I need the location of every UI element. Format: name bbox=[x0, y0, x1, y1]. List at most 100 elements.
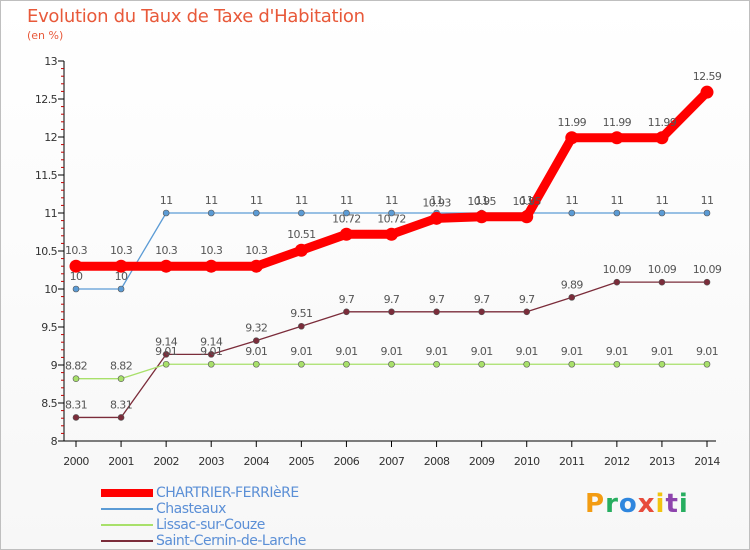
data-label: 10.3 bbox=[65, 244, 88, 257]
data-point bbox=[294, 243, 308, 257]
data-label: 8.31 bbox=[110, 398, 132, 411]
y-tick-label: 11.5 bbox=[35, 169, 58, 182]
data-label: 11.99 bbox=[558, 116, 587, 129]
data-label: 11 bbox=[205, 194, 218, 207]
data-label: 11.99 bbox=[648, 116, 677, 129]
legend-label: Lissac-sur-Couze bbox=[156, 517, 265, 533]
data-label: 9.32 bbox=[245, 322, 267, 335]
y-tick-label: 12 bbox=[44, 131, 57, 144]
data-point bbox=[433, 308, 440, 316]
data-point bbox=[388, 360, 395, 368]
logo-letter: P bbox=[585, 489, 606, 519]
data-label: 9.01 bbox=[335, 345, 357, 358]
data-label: 9.7 bbox=[519, 293, 535, 306]
data-point bbox=[159, 259, 173, 273]
data-label: 9.01 bbox=[290, 345, 312, 358]
legend-swatch bbox=[101, 489, 153, 497]
data-label: 11 bbox=[610, 194, 623, 207]
x-tick-label: 2004 bbox=[243, 455, 269, 468]
data-label: 10.09 bbox=[603, 263, 632, 276]
legend-label: CHARTRIER-FERRIèRE bbox=[156, 485, 299, 501]
x-tick-label: 2012 bbox=[604, 455, 630, 468]
x-tick-label: 2005 bbox=[289, 455, 315, 468]
data-label: 11 bbox=[430, 194, 443, 207]
data-label: 9.01 bbox=[155, 345, 177, 358]
data-label: 10.93 bbox=[422, 196, 451, 209]
data-label: 9.7 bbox=[429, 293, 445, 306]
data-point bbox=[568, 209, 576, 217]
data-point bbox=[388, 209, 395, 217]
y-tick-label: 8.5 bbox=[41, 397, 57, 410]
data-label: 9.7 bbox=[474, 293, 490, 306]
data-point bbox=[430, 211, 444, 225]
data-label: 10.95 bbox=[467, 195, 496, 208]
data-label: 9.01 bbox=[696, 345, 718, 358]
data-label: 8.82 bbox=[65, 360, 87, 373]
x-tick-label: 2011 bbox=[559, 455, 585, 468]
data-point bbox=[658, 278, 666, 286]
data-point bbox=[523, 360, 531, 368]
data-point bbox=[298, 209, 305, 217]
data-label: 10.3 bbox=[245, 244, 268, 257]
data-point bbox=[703, 209, 711, 217]
data-point bbox=[703, 278, 711, 286]
y-tick-label: 10 bbox=[44, 283, 57, 296]
data-label: 9.01 bbox=[606, 345, 628, 358]
data-point bbox=[343, 209, 350, 217]
data-label: 9.7 bbox=[339, 293, 355, 306]
data-point bbox=[613, 360, 621, 368]
data-label: 8.31 bbox=[65, 398, 87, 411]
data-point bbox=[117, 414, 125, 421]
data-point bbox=[568, 294, 576, 301]
logo-letter: i bbox=[678, 489, 689, 519]
x-tick-label: 2008 bbox=[424, 455, 450, 468]
legend-swatch bbox=[101, 524, 153, 526]
logo-letter: r bbox=[605, 489, 619, 519]
data-label: 10 bbox=[115, 270, 128, 283]
data-label: 10.09 bbox=[693, 263, 722, 276]
data-label: 11 bbox=[295, 194, 308, 207]
data-label: 9.01 bbox=[651, 345, 673, 358]
data-label: 12.59 bbox=[693, 70, 722, 83]
data-point bbox=[207, 360, 215, 368]
data-point bbox=[703, 360, 711, 368]
y-tick-label: 10.5 bbox=[35, 245, 58, 258]
data-point bbox=[523, 308, 531, 316]
proxiti-logo: Proxiti bbox=[585, 489, 689, 519]
x-tick-label: 2013 bbox=[649, 455, 675, 468]
logo-letter: o bbox=[618, 489, 638, 519]
data-label: 9.01 bbox=[561, 345, 583, 358]
data-label: 9.89 bbox=[561, 278, 584, 291]
logo-letter: i bbox=[655, 489, 666, 519]
data-point bbox=[613, 209, 621, 217]
x-tick-label: 2006 bbox=[334, 455, 360, 468]
data-label: 11 bbox=[565, 194, 578, 207]
data-point bbox=[117, 285, 125, 293]
data-label: 9.01 bbox=[426, 345, 448, 358]
data-label: 11 bbox=[250, 194, 263, 207]
data-label: 9.01 bbox=[200, 345, 222, 358]
data-point bbox=[162, 351, 170, 358]
legend-label: Saint-Cernin-de-Larche bbox=[156, 533, 306, 549]
y-tick-label: 9 bbox=[51, 359, 58, 372]
data-label: 9.51 bbox=[290, 307, 312, 320]
data-label: 9.7 bbox=[384, 293, 400, 306]
data-label: 10 bbox=[70, 270, 83, 283]
y-tick-label: 11 bbox=[44, 207, 57, 220]
data-label: 9.14 bbox=[155, 335, 178, 348]
data-label: 11 bbox=[475, 194, 488, 207]
x-tick-label: 2000 bbox=[63, 455, 89, 468]
data-label: 10.72 bbox=[377, 212, 406, 225]
data-label: 10.3 bbox=[200, 244, 223, 257]
chart-subtitle: (en %) bbox=[27, 29, 64, 42]
data-point bbox=[658, 209, 666, 217]
data-point bbox=[478, 308, 485, 316]
legend-swatch bbox=[101, 540, 153, 542]
data-label: 11 bbox=[385, 194, 398, 207]
data-point bbox=[252, 209, 260, 217]
y-tick-label: 12.5 bbox=[35, 93, 58, 106]
data-label: 9.14 bbox=[200, 335, 223, 348]
data-label: 11.99 bbox=[603, 116, 632, 129]
data-label: 11 bbox=[340, 194, 353, 207]
data-point bbox=[252, 337, 260, 344]
